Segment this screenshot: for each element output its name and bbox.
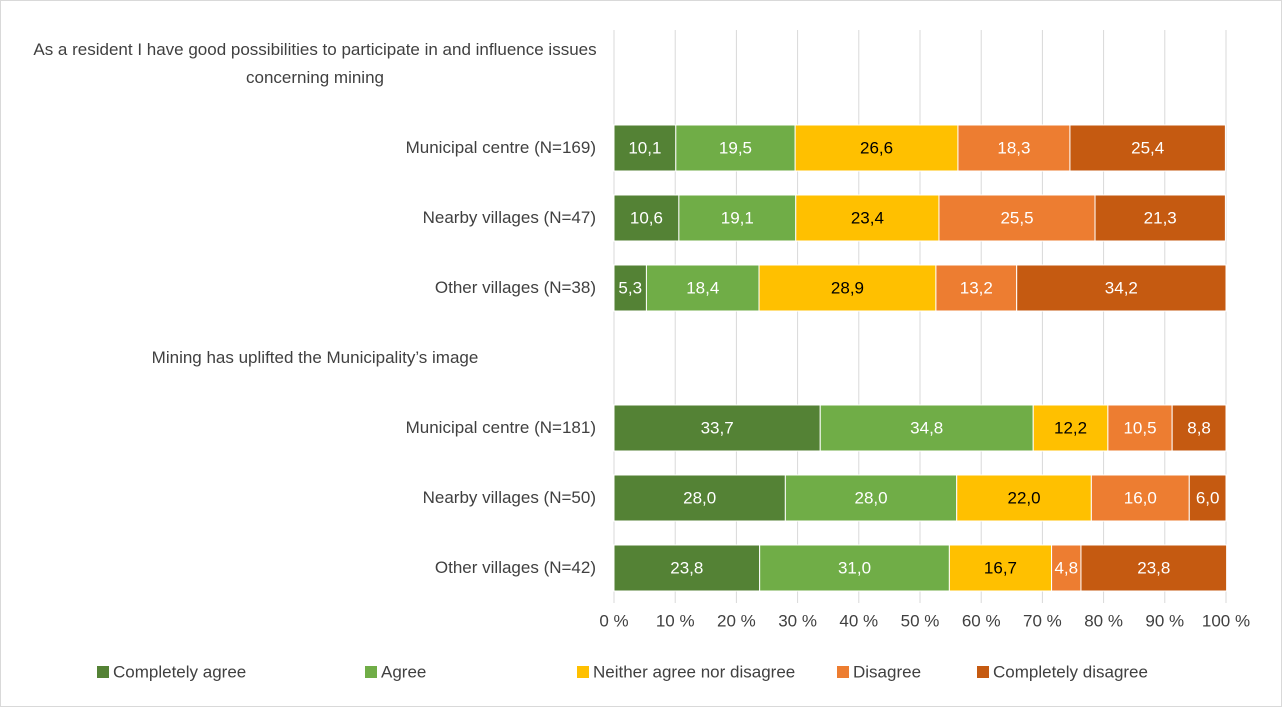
group-heading: As a resident I have good possibilities …	[33, 40, 597, 87]
bar-segment	[613, 474, 786, 522]
y-tick-label: Municipal centre (N=181)	[405, 418, 596, 437]
data-label: 18,3	[997, 138, 1030, 157]
x-tick-label: 90 %	[1145, 611, 1184, 630]
legend-label: Completely agree	[113, 662, 246, 681]
data-label: 13,2	[960, 278, 993, 297]
x-tick-label: 40 %	[839, 611, 878, 630]
data-label: 19,5	[719, 138, 752, 157]
data-label: 22,0	[1007, 488, 1040, 507]
data-label: 5,3	[618, 278, 642, 297]
data-label: 28,0	[854, 488, 887, 507]
bar-segment	[819, 404, 1034, 452]
bar-segment	[1080, 544, 1228, 592]
data-label: 21,3	[1144, 208, 1177, 227]
bar-segment	[613, 544, 761, 592]
bar-segment	[794, 124, 959, 172]
bar-segment	[613, 124, 677, 172]
data-label: 25,5	[1000, 208, 1033, 227]
legend-label: Neither agree nor disagree	[593, 662, 795, 681]
data-label: 18,4	[686, 278, 719, 297]
x-tick-label: 0 %	[599, 611, 628, 630]
bar-segment	[784, 474, 958, 522]
data-label: 34,2	[1105, 278, 1138, 297]
data-label: 8,8	[1187, 418, 1211, 437]
data-label: 23,8	[670, 558, 703, 577]
data-label: 31,0	[838, 558, 871, 577]
data-label: 16,0	[1124, 488, 1157, 507]
data-label: 10,6	[630, 208, 663, 227]
x-tick-label: 50 %	[901, 611, 940, 630]
bar-segment	[948, 544, 1053, 592]
y-tick-label: Nearby villages (N=50)	[422, 488, 596, 507]
bar-segment	[935, 264, 1018, 312]
data-label: 16,7	[984, 558, 1017, 577]
data-label: 26,6	[860, 138, 893, 157]
bar-segment	[1188, 474, 1227, 522]
bar-segment	[795, 194, 940, 242]
bar-segment	[1171, 404, 1227, 452]
data-label: 10,5	[1123, 418, 1156, 437]
legend-swatch	[577, 666, 589, 678]
data-label: 23,8	[1137, 558, 1170, 577]
legend-swatch	[97, 666, 109, 678]
y-tick-label: Other villages (N=42)	[434, 558, 596, 577]
data-label: 33,7	[701, 418, 734, 437]
x-tick-label: 70 %	[1023, 611, 1062, 630]
data-label: 23,4	[851, 208, 884, 227]
bar-segment	[1094, 194, 1226, 242]
bar-segment	[1032, 404, 1109, 452]
bar-segment	[613, 404, 821, 452]
bar-segment	[1090, 474, 1190, 522]
bar-segment	[1069, 124, 1226, 172]
x-tick-label: 60 %	[962, 611, 1001, 630]
bar-segment	[956, 474, 1092, 522]
data-label: 28,9	[831, 278, 864, 297]
data-label: 12,2	[1054, 418, 1087, 437]
group-heading: Mining has uplifted the Municipality’s i…	[151, 348, 479, 367]
bar-segment	[675, 124, 796, 172]
data-label: 19,1	[721, 208, 754, 227]
data-label: 25,4	[1131, 138, 1164, 157]
x-tick-label: 80 %	[1084, 611, 1123, 630]
y-tick-label: Other villages (N=38)	[434, 278, 596, 297]
legend-label: Disagree	[853, 662, 921, 681]
bar-segment	[1051, 544, 1082, 592]
x-tick-label: 30 %	[778, 611, 817, 630]
data-label: 28,0	[683, 488, 716, 507]
x-tick-label: 20 %	[717, 611, 756, 630]
data-label: 6,0	[1196, 488, 1220, 507]
legend-swatch	[977, 666, 989, 678]
legend-label: Completely disagree	[993, 662, 1148, 681]
data-label: 34,8	[910, 418, 943, 437]
legend-swatch	[365, 666, 377, 678]
bar-segment	[1016, 264, 1227, 312]
x-tick-label: 10 %	[656, 611, 695, 630]
legend-label: Agree	[381, 662, 426, 681]
data-label: 4,8	[1054, 558, 1078, 577]
y-tick-label: Municipal centre (N=169)	[405, 138, 596, 157]
bar-segment	[957, 124, 1071, 172]
legend-swatch	[837, 666, 849, 678]
bar-segment	[938, 194, 1096, 242]
bar-segment	[613, 264, 647, 312]
x-tick-label: 100 %	[1202, 611, 1250, 630]
bar-segment	[645, 264, 760, 312]
bar-segment	[759, 544, 950, 592]
y-tick-label: Nearby villages (N=47)	[422, 208, 596, 227]
bar-segment	[758, 264, 937, 312]
data-label: 10,1	[628, 138, 661, 157]
